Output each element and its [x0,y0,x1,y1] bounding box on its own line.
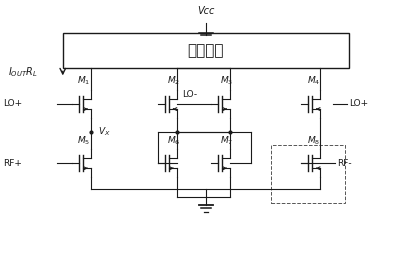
Text: $M_1$: $M_1$ [77,75,90,87]
Text: $M_2$: $M_2$ [167,75,180,87]
Text: Vcc: Vcc [197,7,215,16]
Text: LO+: LO+ [3,99,23,108]
Text: RF+: RF+ [3,159,22,167]
Bar [272,145,345,202]
Text: $V_X$: $V_X$ [98,125,110,138]
Text: LO-: LO- [182,90,197,99]
Text: $I_{OUT}R_L$: $I_{OUT}R_L$ [7,66,37,79]
Text: RF-: RF- [337,159,351,167]
Text: LO+: LO+ [349,99,368,108]
Text: $M_3$: $M_3$ [220,75,233,87]
Text: $M_5$: $M_5$ [77,134,90,147]
Text: $M_6$: $M_6$ [166,134,180,147]
Text: $M_8$: $M_8$ [307,134,320,147]
Text: $M_7$: $M_7$ [220,134,233,147]
FancyBboxPatch shape [63,33,349,69]
Text: 负载电阻: 负载电阻 [188,43,224,58]
Text: $M_4$: $M_4$ [307,75,320,87]
